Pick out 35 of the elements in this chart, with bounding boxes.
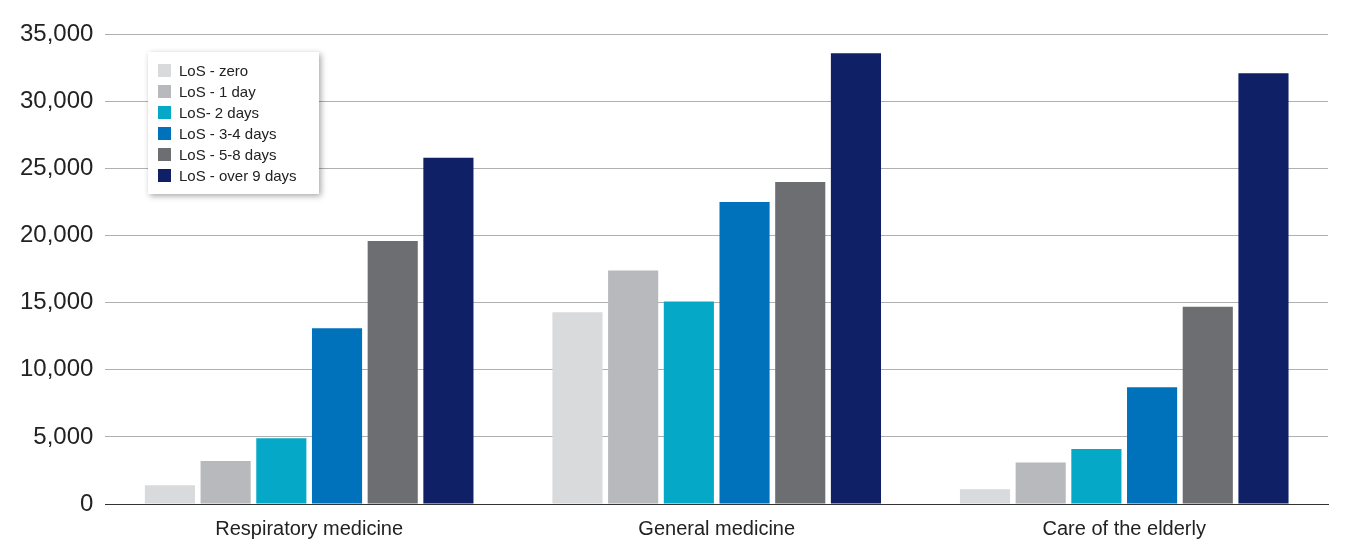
legend-label: LoS - 3-4 days — [179, 125, 277, 142]
bar — [663, 301, 714, 504]
y-tick-label: 25,000 — [20, 153, 94, 181]
bar — [830, 53, 882, 504]
bar — [719, 202, 770, 504]
legend-label: LoS- 2 days — [179, 104, 260, 121]
legend-label: LoS - 1 day — [179, 83, 256, 100]
x-tick-label: General medicine — [638, 516, 796, 539]
y-tick-label: 15,000 — [20, 287, 94, 315]
bar — [367, 241, 418, 504]
bar — [608, 270, 659, 504]
x-tick-label: Respiratory medicine — [215, 516, 404, 539]
bar — [256, 438, 307, 504]
legend-label: LoS - zero — [179, 62, 249, 79]
bar — [959, 489, 1011, 504]
bar — [423, 157, 474, 504]
bar — [552, 312, 603, 504]
y-tick-label: 10,000 — [20, 354, 94, 382]
y-tick-label: 5,000 — [33, 421, 94, 449]
bar — [1182, 306, 1233, 504]
y-tick-label: 20,000 — [20, 220, 94, 248]
y-tick-label: 30,000 — [20, 86, 94, 114]
y-tick-label: 0 — [80, 488, 94, 516]
bar — [1238, 73, 1289, 504]
bar — [1071, 448, 1122, 504]
bar — [1127, 387, 1178, 504]
bar — [144, 485, 195, 504]
bar — [200, 461, 251, 504]
bar — [775, 181, 826, 504]
bar — [1015, 462, 1066, 504]
x-tick-label: Care of the elderly — [1042, 516, 1206, 539]
legend-label: LoS - 5-8 days — [179, 146, 277, 163]
legend-label: LoS - over 9 days — [179, 167, 297, 184]
y-tick-label: 35,000 — [20, 19, 94, 47]
bar — [311, 328, 363, 504]
